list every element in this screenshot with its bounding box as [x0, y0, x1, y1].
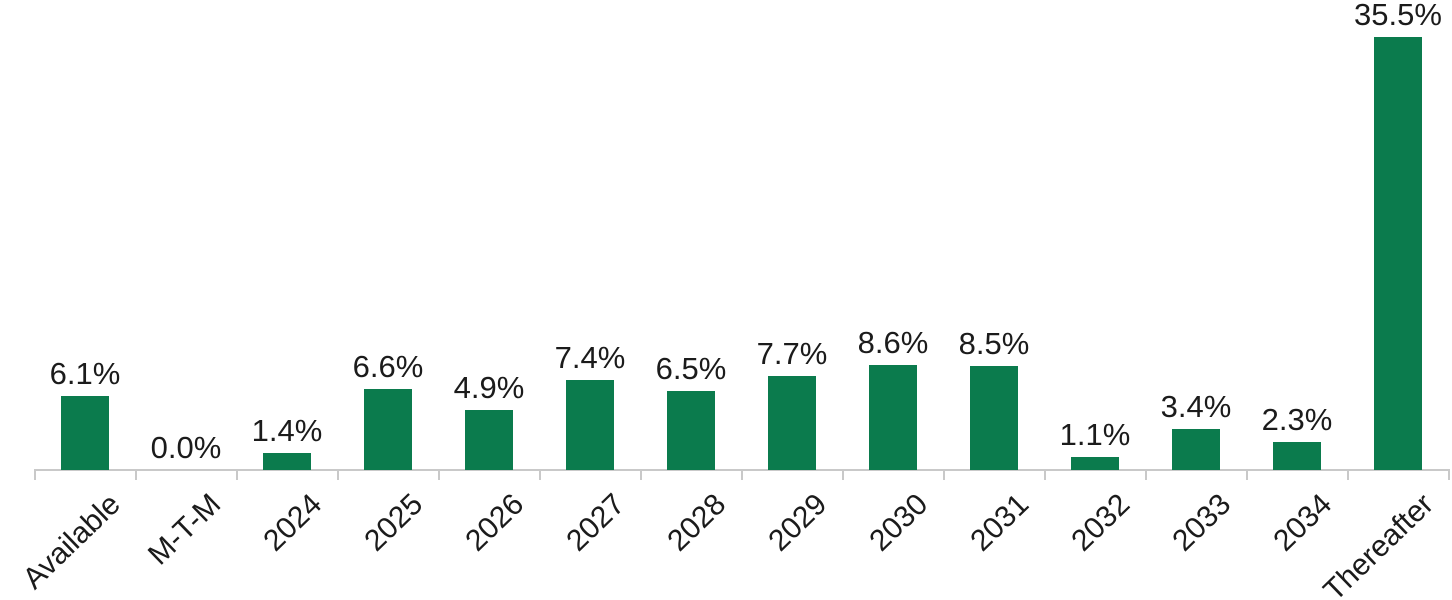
x-axis-tick [134, 469, 137, 480]
bar-2025 [364, 389, 412, 470]
bar-value-label: 0.0% [150, 430, 222, 465]
x-axis-label-2025: 2025 [358, 487, 430, 558]
bar-2029 [768, 376, 816, 470]
bar-value-label: 7.7% [756, 336, 828, 372]
bar-2033 [1172, 428, 1220, 470]
x-axis-tick [437, 469, 440, 480]
bar-2028 [667, 390, 715, 470]
bar-value-label: 4.9% [453, 370, 525, 406]
x-axis-label-2033: 2033 [1166, 487, 1238, 558]
bar-value-label: 8.5% [958, 326, 1030, 362]
bar-value-label: 8.6% [857, 325, 929, 361]
x-axis-label-available: Available [16, 487, 127, 596]
bar-2027 [566, 379, 614, 470]
bar-value-label: 6.5% [655, 350, 727, 386]
bar-2034 [1273, 441, 1321, 470]
x-axis-label-2030: 2030 [863, 487, 935, 558]
bar-value-label: 6.1% [49, 355, 121, 391]
x-axis-tick [1245, 469, 1248, 480]
x-axis-label-2034: 2034 [1267, 487, 1339, 558]
bar-value-label: 2.3% [1261, 401, 1333, 437]
bar-value-label: 3.4% [1160, 388, 1232, 424]
x-axis-tick [1346, 469, 1349, 480]
x-axis-label-2029: 2029 [762, 487, 834, 558]
bar-value-label: 35.5% [1354, 0, 1442, 32]
bar-2024 [263, 452, 311, 470]
x-axis-tick [639, 469, 642, 480]
bar-available [61, 395, 109, 470]
x-axis-label-2027: 2027 [560, 487, 632, 558]
bar-2030 [869, 365, 917, 470]
x-axis-tick [740, 469, 743, 480]
bar-value-label: 7.4% [554, 339, 626, 375]
x-axis-tick [841, 469, 844, 480]
x-axis-label-m-t-m: M-T-M [142, 487, 228, 572]
x-axis-tick [942, 469, 945, 480]
bar-thereafter [1374, 36, 1422, 470]
bar-2031 [970, 366, 1018, 470]
bar-value-label: 6.6% [352, 349, 424, 385]
bar-2032 [1071, 456, 1119, 470]
bar-value-label: 1.4% [251, 412, 323, 448]
x-axis-label-2024: 2024 [257, 487, 329, 558]
x-axis-tick [336, 469, 339, 480]
x-axis-tick [1447, 469, 1450, 480]
x-axis-label-2026: 2026 [459, 487, 531, 558]
x-axis-label-2028: 2028 [661, 487, 733, 558]
x-axis-tick [235, 469, 238, 480]
x-axis-label-2031: 2031 [964, 487, 1036, 558]
x-axis-label-thereafter: Thereafter [1317, 487, 1440, 600]
x-axis-label-2032: 2032 [1065, 487, 1137, 558]
x-axis-tick [1043, 469, 1046, 480]
bar-value-label: 1.1% [1059, 416, 1131, 452]
x-axis-tick [33, 469, 36, 480]
bar-2026 [465, 410, 513, 470]
x-axis-tick [538, 469, 541, 480]
x-axis-tick [1144, 469, 1147, 480]
